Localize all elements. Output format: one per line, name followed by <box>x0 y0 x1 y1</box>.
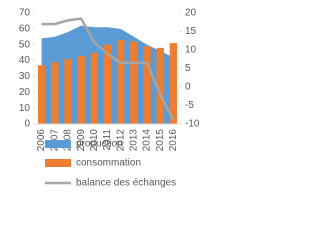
x-tick-label: 2010 <box>89 129 100 152</box>
bar <box>37 65 46 124</box>
y2-tick-label: 0 <box>185 82 191 93</box>
y2-tick-label: 10 <box>185 45 197 56</box>
bar <box>143 46 151 124</box>
legend-swatch <box>45 159 71 167</box>
y-tick-label: 20 <box>19 87 31 98</box>
x-tick-label: 2009 <box>76 129 87 152</box>
bar <box>51 62 59 124</box>
y2-tick-label: 20 <box>185 8 197 19</box>
y-tick-label: 50 <box>19 39 31 50</box>
bar <box>130 41 138 124</box>
x-tick-label: 2012 <box>115 129 126 152</box>
legend-label: consommation <box>76 158 141 169</box>
x-tick-label: 2013 <box>129 129 140 152</box>
legend-label: balance des échanges <box>76 178 176 189</box>
bar <box>77 55 85 124</box>
chart: 0 10 20 30 40 50 60 70 -10 -5 0 5 10 15 20 200620072008… <box>19 8 200 189</box>
y2-tick-label: 15 <box>185 26 197 37</box>
x-tick-label: 2014 <box>142 129 153 152</box>
bar <box>116 39 125 125</box>
x-tick-label: 2011 <box>102 129 113 151</box>
line <box>41 17 175 121</box>
x-tick-label: 2006 <box>36 129 47 152</box>
bar <box>156 47 164 125</box>
y-tick-label: 0 <box>24 119 30 130</box>
bar <box>169 43 178 124</box>
y2-tick-label: 5 <box>185 63 191 74</box>
legend-label: production <box>76 139 123 150</box>
y-tick-label: 30 <box>19 71 31 82</box>
bar <box>64 58 72 124</box>
y-tick-label: 10 <box>19 103 31 114</box>
y-tick-label: 70 <box>19 8 31 19</box>
y-tick-label: 40 <box>19 55 31 66</box>
y-tick-label: 60 <box>19 23 31 34</box>
x-tick-label: 2008 <box>63 129 74 152</box>
y2-tick-label: -5 <box>185 100 194 111</box>
y2-tick-label: -10 <box>185 119 200 130</box>
bar <box>90 52 99 125</box>
legend-swatch <box>45 140 71 148</box>
x-tick-label: 2007 <box>49 129 60 152</box>
bar <box>103 44 112 124</box>
x-tick-label: 2015 <box>155 129 166 152</box>
x-tick-label: 2016 <box>168 129 179 152</box>
